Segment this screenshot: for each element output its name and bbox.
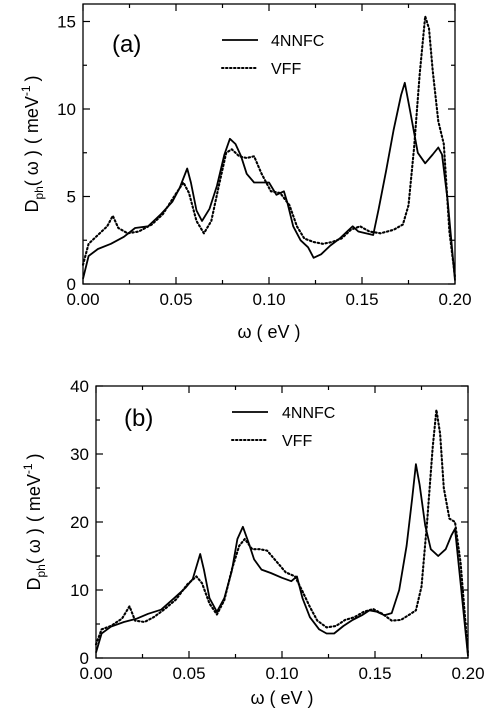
series-line-vff — [81, 15, 457, 279]
legend: 4NNFC VFF — [221, 33, 324, 78]
x-tick-label: 0.20 — [438, 290, 471, 309]
y-axis-title-exp: -1 — [21, 463, 35, 474]
x-tick-label: 0.10 — [252, 290, 285, 309]
y-tick-label: 5 — [67, 188, 76, 207]
series-lines — [94, 408, 470, 657]
y-tick-labels: 0 10 20 30 40 — [70, 377, 89, 668]
legend-label-vff: VFF — [282, 433, 312, 450]
y-axis-title-arg: ( ω ) — [24, 528, 44, 564]
y-axis-title-main: D — [24, 578, 44, 591]
x-tick-labels: 0.00 0.05 0.10 0.15 0.20 — [66, 290, 471, 309]
x-axis-title: ω ( eV ) — [237, 322, 300, 342]
x-tick-label: 0.20 — [451, 664, 484, 683]
legend-label-vff: VFF — [271, 61, 301, 78]
panel-label: (a) — [112, 31, 141, 58]
x-tick-labels: 0.00 0.05 0.10 0.15 0.20 — [79, 664, 484, 683]
panel-label: (b) — [124, 405, 153, 432]
y-tick-label: 10 — [70, 581, 89, 600]
y-axis-title-close: ) — [24, 453, 44, 459]
y-axis-title: Dph( ω ) ( meV-1) — [19, 75, 46, 212]
series-line-4nnfc — [95, 463, 469, 657]
y-tick-label: 40 — [70, 377, 89, 396]
y-axis-title-sub: ph — [34, 564, 48, 577]
legend-label-4nnfc: 4NNFC — [282, 405, 335, 422]
y-axis-title-unit: ( meV — [22, 96, 42, 144]
y-tick-label: 20 — [70, 513, 89, 532]
x-tick-label: 0.15 — [345, 290, 378, 309]
x-tick-label: 0.05 — [172, 664, 205, 683]
legend-label-4nnfc: 4NNFC — [271, 33, 324, 50]
y-axis-title-sub: ph — [32, 186, 46, 199]
x-axis-title: ω ( eV ) — [250, 688, 313, 708]
y-tick-label: 15 — [57, 13, 76, 32]
chart-panel-a: 0.00 0.05 0.10 0.15 0.20 0 5 10 15 (a) 4NNFC VF… — [19, 3, 472, 342]
legend: 4NNFC VFF — [231, 405, 335, 450]
y-axis-title-unit: ( meV — [24, 474, 44, 522]
series-line-4nnfc — [82, 81, 456, 281]
y-tick-label: 0 — [80, 649, 89, 668]
x-tick-label: 0.00 — [66, 290, 99, 309]
chart-panel-b: 0.00 0.05 0.10 0.15 0.20 0 10 20 30 40 (b) 4NNFC… — [21, 377, 485, 708]
y-axis-title-close: ) — [22, 75, 42, 81]
y-axis-title-exp: -1 — [19, 85, 33, 96]
x-tick-label: 0.00 — [79, 664, 112, 683]
axis-ticks — [82, 4, 456, 285]
x-tick-label: 0.15 — [358, 664, 391, 683]
y-tick-label: 0 — [67, 275, 76, 294]
y-tick-label: 30 — [70, 445, 89, 464]
y-tick-labels: 0 5 10 15 — [57, 13, 76, 295]
series-line-vff — [94, 408, 470, 655]
series-lines — [81, 15, 457, 281]
y-axis-title: Dph( ω ) ( meV-1) — [21, 453, 48, 590]
y-axis-title-arg: ( ω ) — [22, 150, 42, 186]
y-tick-label: 10 — [57, 100, 76, 119]
x-tick-label: 0.10 — [265, 664, 298, 683]
y-axis-title-main: D — [22, 200, 42, 213]
x-tick-label: 0.05 — [159, 290, 192, 309]
